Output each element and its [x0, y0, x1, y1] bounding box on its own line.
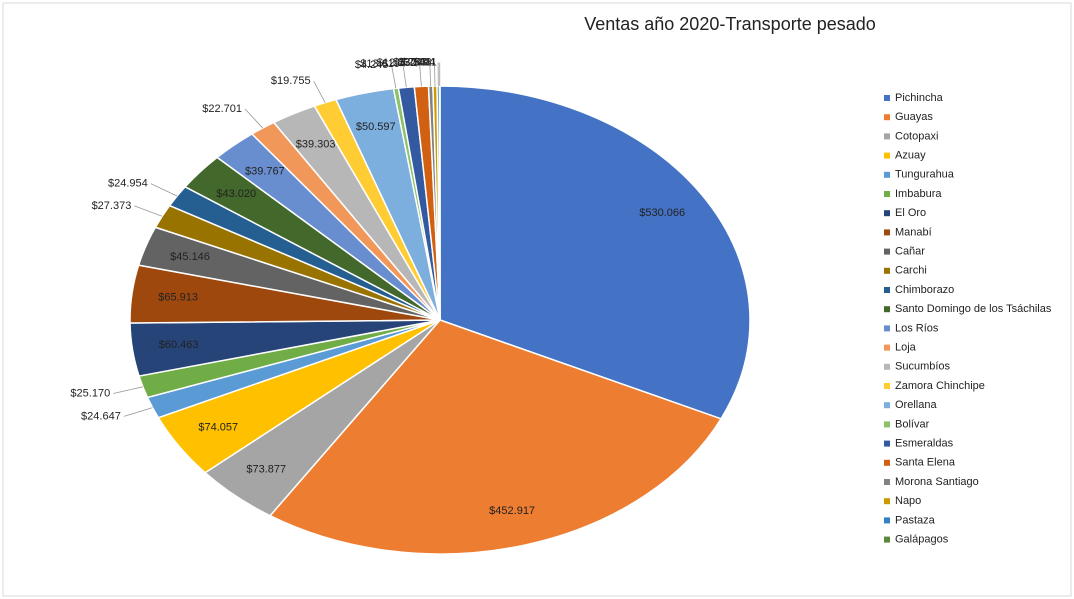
legend-swatch: [884, 267, 890, 274]
data-label: $27.373: [92, 200, 132, 212]
legend-swatch: [884, 152, 890, 159]
data-label: $24.954: [108, 178, 148, 190]
data-label: $39.303: [296, 139, 336, 151]
data-label: $74.057: [198, 421, 238, 433]
data-label: $2.094: [401, 57, 435, 69]
legend-label: Imbabura: [895, 188, 942, 200]
legend-label: Chimborazo: [895, 284, 954, 296]
legend-swatch: [884, 325, 890, 332]
leader-line: [429, 62, 432, 87]
legend-swatch: [884, 95, 890, 101]
legend-label: Pastaza: [895, 514, 936, 526]
leader-line: [402, 64, 407, 88]
data-label: $65.913: [158, 292, 198, 304]
legend-label: Morona Santiago: [895, 476, 979, 488]
legend-swatch: [884, 133, 890, 140]
legend-label: Pichincha: [895, 92, 944, 104]
data-label: $25.170: [70, 387, 110, 399]
legend-label: Guayas: [895, 111, 933, 123]
data-label: $73.877: [246, 463, 286, 475]
legend-swatch: [884, 363, 890, 370]
legend-label: Azuay: [895, 150, 926, 162]
legend-swatch: [884, 498, 890, 505]
legend-label: Orellana: [895, 399, 937, 411]
leader-line: [244, 108, 264, 129]
legend-label: Esmeraldas: [895, 438, 954, 450]
legend-label: Galápagos: [895, 534, 949, 546]
leader-line: [391, 65, 397, 89]
legend-label: Manabí: [895, 226, 932, 238]
legend-swatch: [884, 114, 890, 121]
data-label: $4.245: [355, 59, 389, 71]
legend-label: Cotopaxi: [895, 130, 938, 142]
legend-label: Napo: [895, 495, 921, 507]
legend-label: Zamora Chinchipe: [895, 380, 985, 392]
legend-swatch: [884, 479, 890, 485]
data-label: $43.020: [216, 188, 256, 200]
legend-swatch: [884, 306, 890, 313]
leader-line: [113, 386, 143, 394]
leader-line: [134, 205, 163, 217]
pie-slice: [439, 85, 751, 420]
legend-label: Tungurahua: [895, 169, 955, 181]
chart-title: Ventas año 2020-Transporte pesado: [584, 14, 876, 34]
legend-swatch: [884, 171, 890, 178]
legend-swatch: [884, 229, 890, 236]
leader-line: [150, 183, 178, 197]
legend-swatch: [884, 421, 890, 428]
data-label: $50.597: [356, 121, 396, 133]
legend-label: Sucumbíos: [895, 361, 951, 373]
data-label: $12.132: [377, 57, 417, 69]
data-label: $530.066: [639, 207, 685, 219]
legend-swatch: [884, 287, 890, 293]
legend-swatch: [884, 517, 890, 524]
legend-swatch: [884, 210, 890, 217]
legend-swatch: [884, 191, 890, 197]
data-label: $19.755: [271, 75, 311, 87]
data-label: $3.508: [398, 57, 432, 69]
legend-label: Santo Domingo de los Tsáchilas: [895, 303, 1052, 315]
legend-label: Santa Elena: [895, 457, 956, 469]
legend-label: Los Ríos: [895, 322, 939, 334]
data-label: $24.647: [81, 410, 121, 422]
data-label: $45.146: [170, 251, 210, 263]
legend-label: Loja: [895, 342, 917, 354]
legend-label: Bolívar: [895, 418, 930, 430]
legend-label: Carchi: [895, 265, 927, 277]
data-label: $3.783: [393, 57, 427, 69]
data-label: $22.701: [202, 103, 242, 115]
legend-swatch: [884, 344, 890, 351]
legend-swatch: [884, 402, 890, 409]
pie-slice: [268, 319, 723, 555]
legend-swatch: [884, 440, 890, 447]
leader-line: [419, 63, 422, 87]
data-label: $60.463: [159, 339, 199, 351]
leader-line: [313, 80, 326, 103]
legend-swatch: [884, 248, 890, 255]
data-label: $452.917: [489, 505, 535, 517]
data-label: $39.767: [245, 165, 285, 177]
legend-swatch: [884, 383, 890, 389]
legend-label: El Oro: [895, 207, 926, 219]
data-label: $13.619: [360, 58, 400, 70]
legend-label: Cañar: [895, 246, 925, 258]
legend-swatch: [884, 459, 890, 466]
legend-swatch: [884, 536, 890, 543]
leader-line: [123, 407, 153, 417]
data-label: $411: [413, 57, 437, 69]
